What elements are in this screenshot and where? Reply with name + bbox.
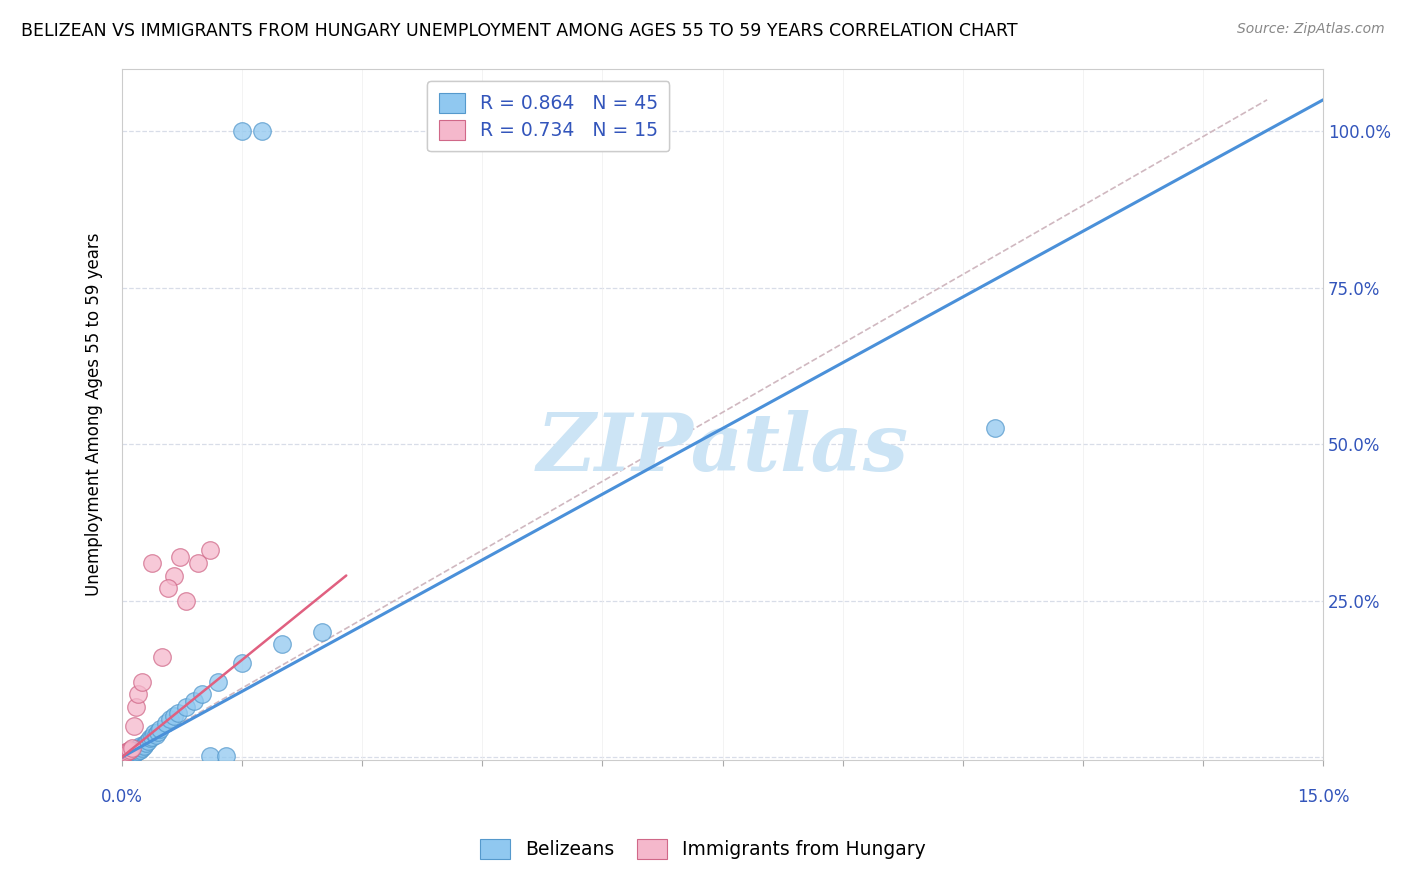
Point xyxy=(122,719,145,733)
Point xyxy=(159,713,181,727)
Text: BELIZEAN VS IMMIGRANTS FROM HUNGARY UNEMPLOYMENT AMONG AGES 55 TO 59 YEARS CORRE: BELIZEAN VS IMMIGRANTS FROM HUNGARY UNEM… xyxy=(21,22,1018,40)
Point xyxy=(143,726,166,740)
Point xyxy=(131,740,153,755)
Point xyxy=(150,649,173,664)
Point xyxy=(111,748,134,763)
Point xyxy=(174,593,197,607)
Point xyxy=(141,730,163,744)
Point xyxy=(231,656,253,670)
Point xyxy=(111,750,134,764)
Point xyxy=(198,748,221,763)
Point xyxy=(131,674,153,689)
Point xyxy=(139,731,162,746)
Point xyxy=(125,745,148,759)
Point xyxy=(117,748,139,763)
Point xyxy=(128,739,150,753)
Point xyxy=(157,581,180,595)
Text: ZIPatlas: ZIPatlas xyxy=(537,410,908,488)
Point xyxy=(311,624,333,639)
Point xyxy=(111,749,134,764)
Point xyxy=(120,748,142,763)
Point xyxy=(122,747,145,761)
Point xyxy=(111,748,134,763)
Point xyxy=(141,556,163,570)
Point xyxy=(111,750,134,764)
Point xyxy=(120,742,142,756)
Point xyxy=(136,734,159,748)
Point xyxy=(984,421,1007,435)
Text: 0.0%: 0.0% xyxy=(101,788,143,805)
Point xyxy=(215,749,238,764)
Point xyxy=(155,715,177,730)
Point xyxy=(121,740,143,755)
Point xyxy=(250,124,273,138)
Legend: Belizeans, Immigrants from Hungary: Belizeans, Immigrants from Hungary xyxy=(472,831,934,866)
Text: 15.0%: 15.0% xyxy=(1296,788,1350,805)
Point xyxy=(124,744,146,758)
Text: Source: ZipAtlas.com: Source: ZipAtlas.com xyxy=(1237,22,1385,37)
Point xyxy=(117,744,139,758)
Point xyxy=(198,543,221,558)
Point xyxy=(121,747,143,761)
Point xyxy=(127,688,149,702)
Point xyxy=(111,748,134,763)
Point xyxy=(122,744,145,758)
Point xyxy=(174,700,197,714)
Point xyxy=(115,749,138,764)
Point xyxy=(135,736,157,750)
Point xyxy=(231,124,253,138)
Point xyxy=(167,706,190,721)
Point xyxy=(163,568,186,582)
Point xyxy=(125,700,148,714)
Point xyxy=(115,748,138,763)
Point xyxy=(127,740,149,755)
Point xyxy=(271,637,294,651)
Point xyxy=(149,722,172,736)
Y-axis label: Unemployment Among Ages 55 to 59 years: Unemployment Among Ages 55 to 59 years xyxy=(86,233,103,596)
Point xyxy=(191,688,214,702)
Point xyxy=(115,745,138,759)
Point xyxy=(145,728,167,742)
Point xyxy=(120,747,142,762)
Point xyxy=(169,549,191,564)
Point xyxy=(183,694,205,708)
Point xyxy=(187,556,209,570)
Point xyxy=(127,744,149,758)
Point xyxy=(121,745,143,759)
Point xyxy=(134,739,156,753)
Point xyxy=(128,742,150,756)
Point xyxy=(132,738,155,752)
Point xyxy=(207,674,229,689)
Point xyxy=(115,748,138,763)
Legend: R = 0.864   N = 45, R = 0.734   N = 15: R = 0.864 N = 45, R = 0.734 N = 15 xyxy=(427,81,669,152)
Point xyxy=(163,709,186,723)
Point xyxy=(114,747,136,761)
Point xyxy=(146,725,169,739)
